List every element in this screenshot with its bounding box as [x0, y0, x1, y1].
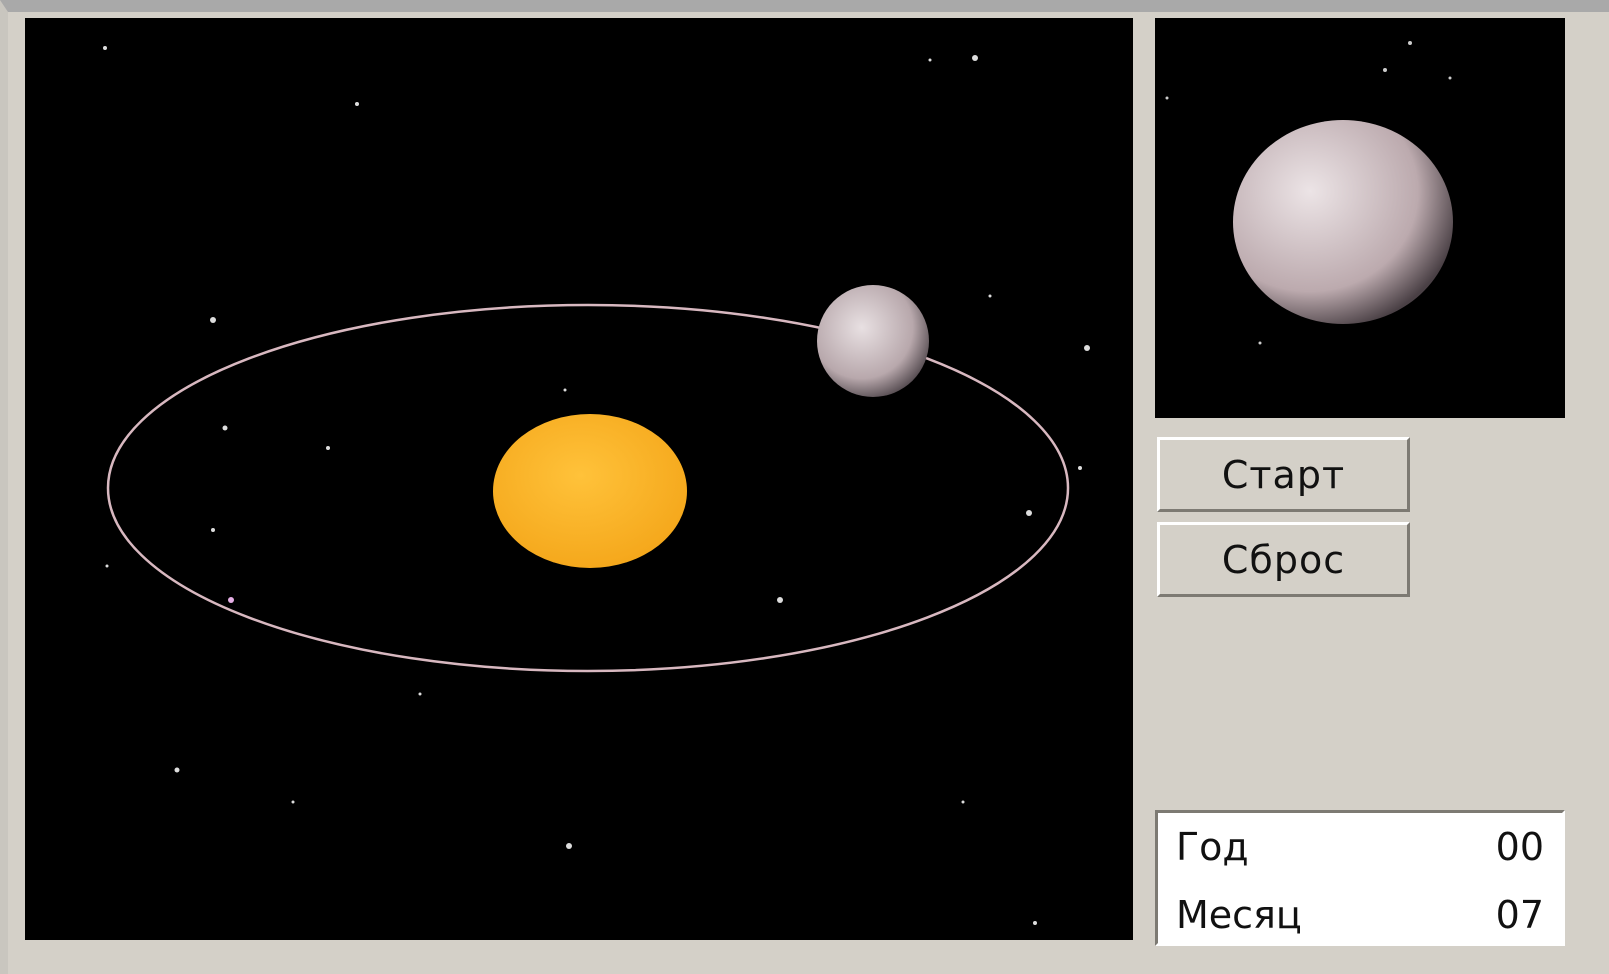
orbit-view [25, 18, 1133, 940]
info-row: Год 00 [1176, 817, 1544, 877]
info-value: 07 [1496, 893, 1544, 937]
planet-preview [1155, 18, 1565, 418]
info-label: Год [1176, 825, 1249, 869]
planet [817, 285, 929, 397]
reset-button[interactable]: Сброс [1157, 522, 1410, 597]
app-window: Старт Сброс Год 00 Месяц 07 (() => { con… [0, 0, 1609, 974]
start-button[interactable]: Старт [1157, 437, 1410, 512]
info-value: 00 [1496, 825, 1544, 869]
info-row: Месяц 07 [1176, 885, 1544, 945]
planet-large [1233, 120, 1453, 324]
sun [493, 414, 687, 568]
info-panel: Год 00 Месяц 07 [1155, 810, 1565, 946]
info-label: Месяц [1176, 893, 1302, 937]
